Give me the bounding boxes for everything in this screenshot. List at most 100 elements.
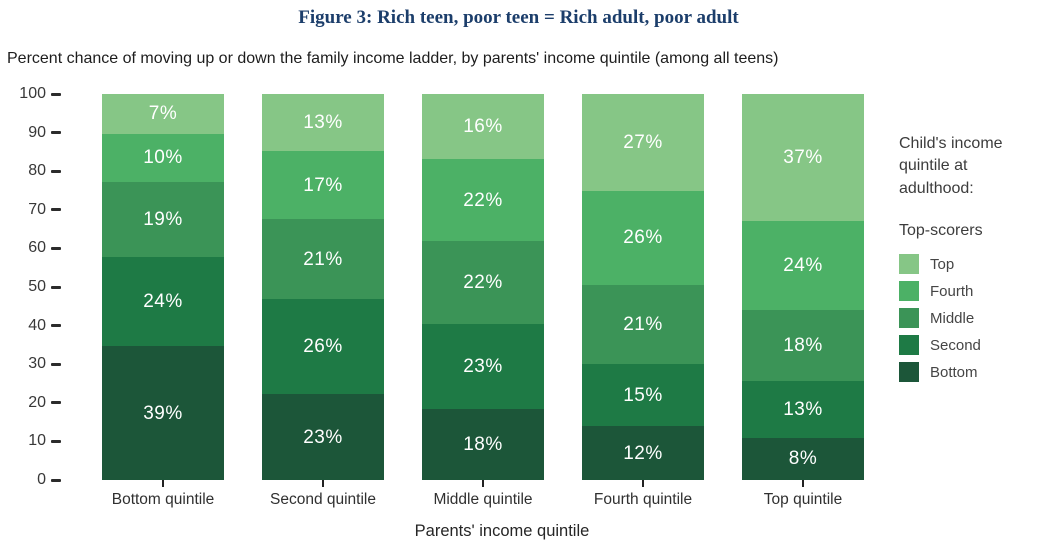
- x-category-label: Middle quintile: [433, 491, 533, 508]
- bar-segment-second: 15%: [582, 364, 704, 427]
- figure-title: Figure 3: Rich teen, poor teen = Rich ad…: [298, 7, 739, 28]
- bar-segment-value: 10%: [143, 147, 183, 169]
- y-tick-mark: [51, 478, 61, 482]
- bar-segment-value: 16%: [463, 116, 503, 138]
- legend-item-bottom: Bottom: [899, 362, 1037, 383]
- x-category-label: Fourth quintile: [593, 491, 693, 508]
- legend-item-top: Top: [899, 254, 1037, 275]
- y-tick-label: 20: [28, 393, 46, 411]
- stacked-bar: 13% 17% 21% 26% 23%: [262, 94, 384, 480]
- stacked-bar: 7% 10% 19% 24% 39%: [102, 94, 224, 480]
- y-tick-mark: [51, 439, 61, 443]
- legend-item-label: Middle: [930, 309, 975, 327]
- bar-segment-middle: 18%: [742, 309, 864, 381]
- y-tick-mark: [51, 324, 61, 328]
- y-tick-label: 90: [28, 123, 46, 141]
- bar-segment-value: 27%: [623, 131, 663, 153]
- y-tick-mark: [51, 246, 61, 250]
- bar-segment-fourth: 22%: [422, 159, 544, 242]
- bar-segment-value: 23%: [463, 356, 503, 377]
- bar-segment-value: 15%: [623, 384, 663, 406]
- legend-item-label: Second: [930, 336, 981, 354]
- legend-swatch-icon: [899, 335, 919, 356]
- legend-item-label: Fourth: [930, 282, 974, 300]
- y-tick-label: 50: [28, 278, 46, 295]
- bar-segment-value: 26%: [623, 227, 663, 249]
- legend-item-fourth: Fourth: [899, 281, 1037, 302]
- y-tick-mark: [51, 131, 61, 135]
- x-category-label: Bottom quintile: [111, 491, 215, 508]
- bar-segment-top: 7%: [102, 94, 224, 134]
- bar-segment-fourth: 26%: [582, 190, 704, 285]
- bar-segment-value: 13%: [783, 398, 823, 420]
- y-tick-mark: [51, 362, 61, 366]
- legend: Child's income quintile at adulthood: To…: [899, 133, 1037, 389]
- bar-segment-fourth: 17%: [262, 150, 384, 220]
- bar-segment-value: 21%: [623, 313, 663, 335]
- legend-swatch-icon: [899, 362, 919, 383]
- bar-segment-value: 39%: [143, 402, 183, 424]
- y-tick-mark: [51, 285, 61, 289]
- legend-item-second: Second: [899, 335, 1037, 356]
- x-tick-mark: [642, 480, 644, 487]
- bar-segment-value: 19%: [143, 208, 183, 230]
- legend-items: Top Fourth Middle Second Bottom: [899, 254, 1037, 383]
- y-tick-label: 60: [28, 239, 46, 257]
- bar-segment-value: 22%: [463, 272, 503, 294]
- bar-segment-middle: 22%: [422, 241, 544, 324]
- bar-segment-middle: 19%: [102, 181, 224, 257]
- bar-segment-value: 13%: [303, 111, 343, 133]
- bar-segment-bottom: 8%: [742, 437, 864, 480]
- y-tick-mark: [51, 208, 61, 212]
- bar-segment-middle: 21%: [262, 219, 384, 300]
- y-tick-label: 70: [28, 200, 46, 218]
- stacked-bar: 16% 22% 22% 23% 18%: [422, 94, 544, 480]
- stacked-bar: 27% 26% 21% 15% 12%: [582, 94, 704, 480]
- bar-segment-value: 37%: [783, 146, 823, 168]
- bar-segment-value: 8%: [788, 448, 818, 470]
- bar-segment-second: 23%: [422, 323, 544, 410]
- bar-segment-second: 26%: [262, 299, 384, 395]
- stacked-bar: 37% 24% 18% 13% 8%: [742, 94, 864, 480]
- legend-item-label: Bottom: [930, 363, 978, 381]
- bar-segment-bottom: 39%: [102, 346, 224, 480]
- bar-segment-value: 22%: [463, 189, 503, 211]
- figure-subtitle: Percent chance of moving up or down the …: [7, 50, 779, 67]
- y-tick-label: 30: [28, 355, 46, 373]
- y-tick-label: 100: [19, 85, 46, 102]
- bar-segment-value: 18%: [463, 434, 503, 456]
- x-tick-mark: [322, 480, 324, 487]
- bar-segment-bottom: 23%: [262, 394, 384, 480]
- legend-item-middle: Middle: [899, 308, 1037, 329]
- y-tick-label: 80: [28, 162, 46, 180]
- y-tick-label: 40: [28, 316, 46, 334]
- legend-item-label: Top: [930, 255, 955, 273]
- legend-subtitle: Top-scorers: [899, 222, 983, 240]
- x-category-label: Top quintile: [763, 491, 843, 508]
- bar-segment-value: 26%: [303, 336, 343, 358]
- bar-segment-top: 27%: [582, 94, 704, 191]
- legend-swatch-icon: [899, 254, 919, 275]
- x-tick-mark: [482, 480, 484, 487]
- y-tick-label: 10: [28, 432, 46, 450]
- bar-segment-value: 18%: [783, 334, 823, 356]
- bar-segment-value: 23%: [303, 426, 343, 448]
- bar-segment-fourth: 24%: [742, 220, 864, 310]
- x-tick-mark: [162, 480, 164, 487]
- x-tick-mark: [802, 480, 804, 487]
- bar-segment-value: 24%: [783, 254, 823, 276]
- legend-swatch-icon: [899, 281, 919, 302]
- y-tick-mark: [51, 169, 61, 173]
- bar-segment-top: 37%: [742, 94, 864, 221]
- bar-segment-value: 17%: [303, 174, 343, 196]
- bar-segment-value: 12%: [623, 442, 663, 464]
- bar-segment-fourth: 10%: [102, 133, 224, 182]
- bar-segment-second: 24%: [102, 256, 224, 347]
- bar-segment-value: 7%: [148, 103, 178, 125]
- y-tick-mark: [51, 401, 61, 405]
- legend-title: Child's income quintile at adulthood:: [899, 135, 1003, 197]
- bar-segment-middle: 21%: [582, 284, 704, 365]
- bar-segment-top: 16%: [422, 94, 544, 160]
